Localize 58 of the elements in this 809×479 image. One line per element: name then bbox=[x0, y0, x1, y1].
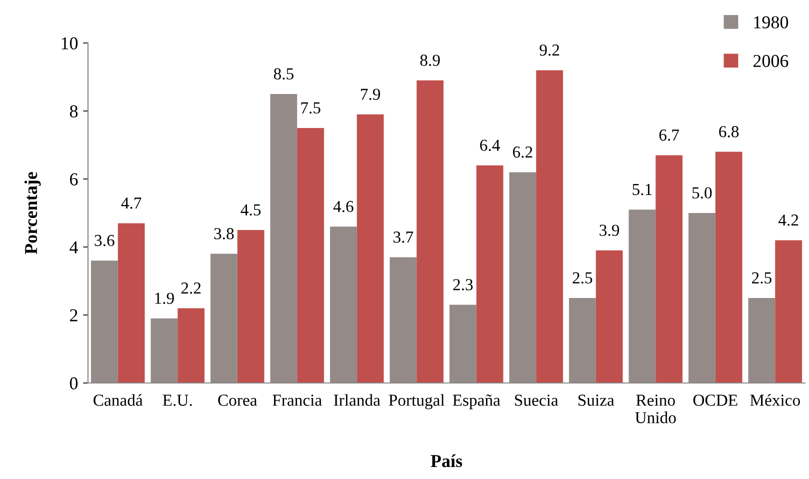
bar bbox=[356, 114, 384, 383]
x-tick-label: OCDE bbox=[693, 394, 738, 406]
data-label: 3.9 bbox=[600, 224, 620, 236]
data-label: 5.0 bbox=[692, 187, 712, 199]
x-tick-label: Portugal bbox=[388, 394, 445, 410]
x-tick-label: E.U. bbox=[162, 394, 192, 406]
x-tick-label: Suecia bbox=[515, 394, 558, 406]
data-label: 6.8 bbox=[719, 126, 739, 138]
bar bbox=[237, 230, 264, 383]
x-tick-label: Suiza bbox=[578, 394, 614, 406]
data-label: 7.9 bbox=[361, 88, 380, 100]
bar bbox=[297, 128, 324, 383]
data-label: 8.9 bbox=[420, 54, 440, 66]
y-tick-label: 10 bbox=[62, 37, 78, 50]
data-label: 4.7 bbox=[121, 198, 142, 209]
data-label: 3.6 bbox=[94, 234, 114, 246]
data-label: 2.5 bbox=[752, 272, 772, 284]
x-axis-title: País bbox=[430, 454, 462, 468]
x-tick-label: España bbox=[452, 394, 500, 410]
data-label: 3.7 bbox=[394, 232, 414, 243]
bar bbox=[596, 250, 623, 383]
data-label: 6.7 bbox=[659, 130, 680, 141]
data-label: 3.8 bbox=[214, 228, 234, 240]
data-label: 7.5 bbox=[301, 102, 320, 114]
bar bbox=[416, 80, 444, 383]
bar bbox=[536, 70, 564, 383]
data-label: 4.6 bbox=[333, 200, 354, 212]
y-tick-label: 8 bbox=[70, 105, 78, 118]
y-tick-label: 6 bbox=[70, 173, 78, 186]
data-label: 2.5 bbox=[572, 272, 592, 284]
x-tick-label: Corea bbox=[218, 394, 258, 406]
x-tick-label: México bbox=[750, 394, 800, 406]
legend-label: 2006 bbox=[753, 54, 788, 68]
data-label: 4.2 bbox=[778, 214, 798, 226]
bar bbox=[476, 165, 504, 383]
bar bbox=[656, 155, 683, 383]
data-label: 9.2 bbox=[540, 44, 560, 56]
data-label: 6.4 bbox=[480, 140, 500, 151]
y-axis-title: Porcentaje bbox=[24, 172, 41, 254]
y-tick-label: 2 bbox=[70, 309, 78, 322]
data-label: 2.2 bbox=[181, 282, 201, 294]
data-label: 6.2 bbox=[512, 146, 532, 158]
bar bbox=[178, 308, 205, 383]
legend-label: 1980 bbox=[754, 16, 788, 28]
data-label: 1.9 bbox=[155, 292, 174, 304]
y-tick-label: 0 bbox=[70, 377, 78, 390]
bar bbox=[118, 223, 145, 383]
x-tick-label: Francia bbox=[272, 394, 322, 406]
x-tick-label: Canadá bbox=[94, 394, 143, 406]
data-label: 4.5 bbox=[240, 204, 261, 216]
data-label: 8.5 bbox=[274, 68, 294, 80]
bar bbox=[715, 152, 742, 383]
x-tick-label: Reino Unido bbox=[635, 394, 676, 424]
data-label: 5.1 bbox=[632, 184, 652, 196]
y-tick-label: 4 bbox=[70, 241, 78, 254]
data-label: 2.3 bbox=[453, 279, 473, 290]
x-tick-label: Irlanda bbox=[334, 394, 380, 406]
bar bbox=[775, 240, 802, 383]
